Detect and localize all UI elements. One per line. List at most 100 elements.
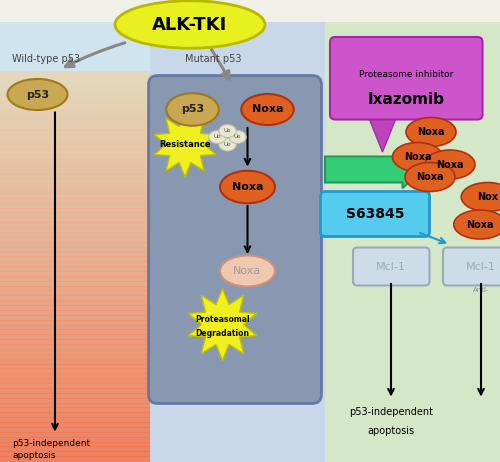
Bar xyxy=(0,315,150,321)
Bar xyxy=(0,227,150,233)
Bar xyxy=(325,22,500,462)
Bar xyxy=(0,432,150,438)
Bar xyxy=(0,378,150,384)
Bar xyxy=(0,320,150,326)
Bar xyxy=(0,329,150,335)
FancyBboxPatch shape xyxy=(443,248,500,286)
FancyArrow shape xyxy=(325,151,422,188)
Bar xyxy=(0,324,150,330)
Text: Noxa: Noxa xyxy=(436,159,464,170)
Bar xyxy=(0,76,150,82)
Bar xyxy=(0,169,150,174)
Text: Noxa: Noxa xyxy=(234,266,262,276)
Bar xyxy=(0,383,150,389)
Bar xyxy=(0,364,150,370)
Text: Noxa: Noxa xyxy=(232,182,263,192)
Bar xyxy=(0,300,150,306)
Text: ALK-TKI: ALK-TKI xyxy=(152,16,228,34)
FancyBboxPatch shape xyxy=(148,75,322,403)
Text: Resistance: Resistance xyxy=(159,140,211,149)
FancyBboxPatch shape xyxy=(320,192,430,237)
Bar xyxy=(0,291,150,296)
Bar xyxy=(0,286,150,292)
Text: Proteasome inhibitor: Proteasome inhibitor xyxy=(359,70,453,79)
Bar xyxy=(0,437,150,443)
Polygon shape xyxy=(368,115,398,152)
Bar xyxy=(0,159,150,164)
Text: Ub: Ub xyxy=(234,134,241,140)
Text: Proteasomal: Proteasomal xyxy=(195,315,250,324)
Ellipse shape xyxy=(8,79,68,110)
Ellipse shape xyxy=(461,182,500,212)
FancyBboxPatch shape xyxy=(330,37,482,120)
Bar xyxy=(0,417,150,423)
Bar xyxy=(0,359,150,365)
Text: Ub: Ub xyxy=(224,142,231,147)
Bar xyxy=(0,242,150,248)
Bar xyxy=(0,198,150,204)
Bar xyxy=(0,125,150,130)
Bar xyxy=(0,129,150,135)
Bar xyxy=(0,339,150,345)
Bar xyxy=(0,173,150,179)
Ellipse shape xyxy=(405,163,455,192)
Bar xyxy=(0,266,150,272)
Ellipse shape xyxy=(392,142,442,171)
Bar xyxy=(0,295,150,301)
Bar xyxy=(0,222,150,228)
Bar xyxy=(0,110,150,116)
Bar xyxy=(0,217,150,223)
Bar xyxy=(0,349,150,355)
Bar xyxy=(0,261,150,267)
Text: Ixazomib: Ixazomib xyxy=(368,92,444,107)
Bar xyxy=(0,134,150,140)
Bar xyxy=(0,213,150,218)
Bar xyxy=(0,456,150,462)
Bar xyxy=(0,305,150,311)
Bar xyxy=(0,251,150,257)
Polygon shape xyxy=(188,288,256,360)
Text: p53: p53 xyxy=(26,90,49,99)
Text: Degradation: Degradation xyxy=(196,328,250,338)
Bar xyxy=(150,22,325,462)
Bar xyxy=(0,105,150,111)
Text: p53-independent: p53-independent xyxy=(349,407,433,417)
Bar xyxy=(0,95,150,101)
Ellipse shape xyxy=(454,210,500,239)
Bar xyxy=(0,276,150,282)
Bar xyxy=(0,427,150,433)
Bar xyxy=(0,451,150,457)
Bar xyxy=(0,310,150,316)
Bar xyxy=(0,22,150,462)
Bar xyxy=(0,144,150,150)
Bar xyxy=(0,71,150,77)
Text: p53-independent: p53-independent xyxy=(12,438,90,448)
Ellipse shape xyxy=(220,171,275,203)
Bar xyxy=(0,373,150,379)
Bar xyxy=(0,412,150,418)
Bar xyxy=(0,139,150,145)
Bar xyxy=(0,193,150,199)
Text: p53: p53 xyxy=(181,104,204,115)
Text: Mutant p53: Mutant p53 xyxy=(185,55,242,65)
Ellipse shape xyxy=(219,124,236,138)
Text: Ub: Ub xyxy=(224,128,231,134)
Polygon shape xyxy=(154,112,216,177)
Bar xyxy=(0,232,150,238)
Text: Nox: Nox xyxy=(477,192,498,202)
Bar xyxy=(0,256,150,262)
FancyBboxPatch shape xyxy=(353,248,430,286)
Ellipse shape xyxy=(241,94,294,125)
Text: Noxa: Noxa xyxy=(404,152,431,162)
Bar xyxy=(0,422,150,428)
Bar xyxy=(0,354,150,359)
Bar xyxy=(0,188,150,194)
Bar xyxy=(0,81,150,87)
Bar xyxy=(0,368,150,374)
Text: Noxa: Noxa xyxy=(417,127,445,137)
Text: Anti-: Anti- xyxy=(472,286,489,292)
Text: Mcl-1: Mcl-1 xyxy=(376,261,406,272)
Bar xyxy=(0,207,150,213)
Text: Wild-type p53: Wild-type p53 xyxy=(12,55,80,65)
Bar xyxy=(0,178,150,184)
